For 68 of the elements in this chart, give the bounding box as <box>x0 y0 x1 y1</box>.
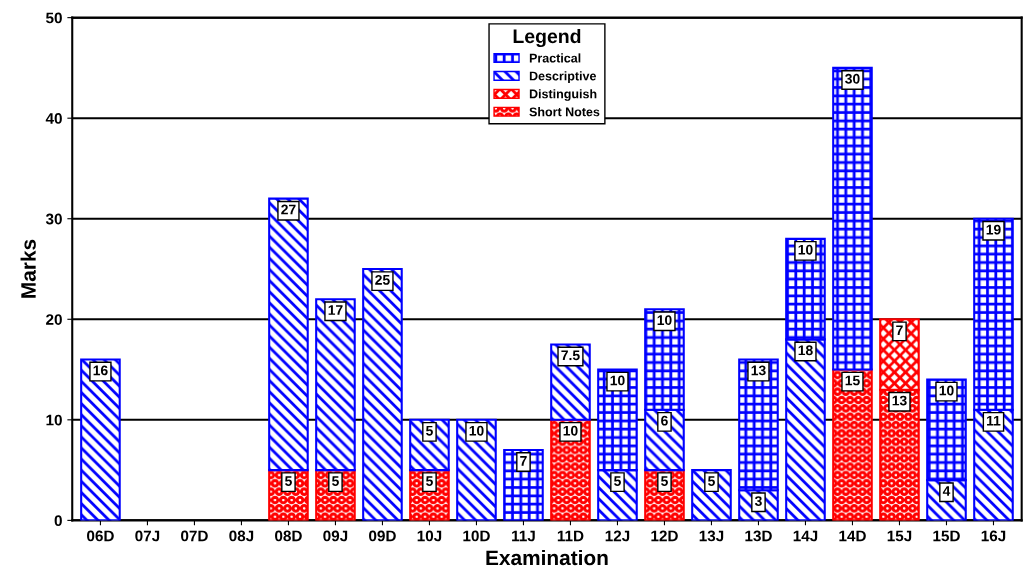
x-tick-label: 10D <box>463 530 490 542</box>
data-label: 5 <box>285 476 292 486</box>
x-tick-label: 15D <box>933 530 960 542</box>
data-label: 3 <box>754 496 762 507</box>
x-tick-label: 07D <box>181 530 208 542</box>
bar <box>268 197 309 472</box>
y-tick-label: 50 <box>46 12 62 24</box>
x-axis-title: Examination <box>486 549 608 566</box>
data-label: 30 <box>845 73 860 84</box>
data-label: 5 <box>426 476 433 486</box>
data-label: 10 <box>610 375 625 386</box>
data-label: 25 <box>375 274 390 285</box>
data-label: 13 <box>892 395 907 406</box>
data-label: 13 <box>751 365 766 376</box>
x-tick-label: 07J <box>135 530 160 542</box>
data-label: 18 <box>798 345 813 356</box>
y-tick-label: 10 <box>46 414 62 426</box>
x-tick-label: 08D <box>275 530 302 542</box>
data-label: 19 <box>986 224 1001 235</box>
bar <box>315 298 356 472</box>
x-tick-label: 09D <box>369 530 396 542</box>
x-tick-label: 11J <box>512 530 535 542</box>
y-tick-label: 40 <box>45 113 62 124</box>
x-tick-label: 13J <box>699 530 724 542</box>
x-tick-label: 11D <box>557 530 584 542</box>
y-tick-label: 0 <box>54 515 62 527</box>
data-label: 7 <box>896 325 903 335</box>
data-label: 11 <box>987 415 1001 426</box>
data-label: 10 <box>657 315 672 326</box>
x-tick-label: 14D <box>839 530 866 542</box>
legend-label: Practical <box>529 53 581 63</box>
x-tick-label: 10J <box>417 530 442 542</box>
data-label: 10 <box>563 425 578 436</box>
x-tick-label: 14J <box>793 530 818 542</box>
legend-title: Legend <box>513 28 581 48</box>
y-axis-title: Marks <box>20 239 36 298</box>
y-tick-label: 30 <box>45 213 62 225</box>
bar <box>362 267 403 521</box>
x-tick-label: 06D <box>87 530 114 542</box>
data-label: 5 <box>661 476 668 486</box>
data-label: 15 <box>845 375 860 386</box>
data-label: 10 <box>939 385 954 396</box>
data-label: 16 <box>93 365 108 376</box>
data-label: 17 <box>328 305 343 315</box>
x-tick-label: 08J <box>229 530 254 542</box>
y-tick-label: 20 <box>46 314 62 325</box>
bar <box>832 368 873 521</box>
data-label: 10 <box>469 425 484 436</box>
x-tick-label: 15J <box>887 530 912 542</box>
x-tick-label: 09J <box>323 530 348 542</box>
data-label: 7.5 <box>561 350 580 361</box>
data-label: 10 <box>798 244 813 255</box>
legend-label: Short Notes <box>529 107 600 117</box>
x-tick-label: 12D <box>651 530 678 542</box>
x-tick-label: 12J <box>605 530 630 542</box>
legend-label: Distinguish <box>529 89 597 101</box>
data-label: 5 <box>426 425 433 436</box>
data-label: 27 <box>281 204 296 215</box>
data-label: 5 <box>614 476 621 486</box>
x-tick-label: 16J <box>981 530 1006 542</box>
x-tick-label: 13D <box>745 530 772 542</box>
data-label: 7 <box>520 456 527 466</box>
data-label: 5 <box>332 476 339 486</box>
legend-label: Descriptive <box>529 71 597 83</box>
data-label: 5 <box>708 476 715 486</box>
data-label: 6 <box>661 415 668 426</box>
data-label: 4 <box>942 486 951 496</box>
bar <box>80 358 121 521</box>
